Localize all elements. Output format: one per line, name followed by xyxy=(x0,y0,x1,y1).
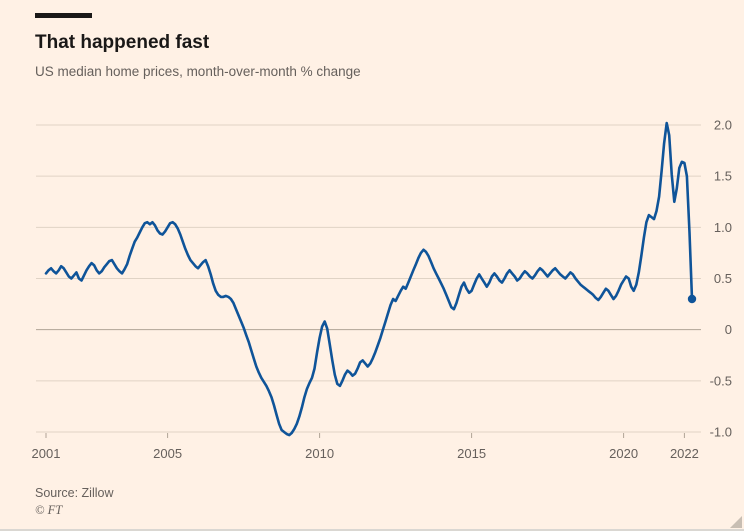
chart-title: That happened fast xyxy=(35,32,210,53)
svg-text:0: 0 xyxy=(725,322,732,337)
svg-text:2020: 2020 xyxy=(609,446,638,461)
ft-credit: © FT xyxy=(35,503,63,517)
x-axis-ticks xyxy=(45,433,685,438)
svg-text:2005: 2005 xyxy=(153,446,182,461)
y-axis-labels: 2.0 1.5 1.0 0.5 0 -0.5 -1.0 xyxy=(710,118,732,440)
title-rule xyxy=(35,13,92,18)
x-axis-labels: 2001 2005 2010 2015 2020 2022 xyxy=(32,446,699,461)
source-label: Source: Zillow xyxy=(35,486,114,500)
svg-text:2015: 2015 xyxy=(457,446,486,461)
svg-text:0.5: 0.5 xyxy=(714,271,732,286)
svg-text:2010: 2010 xyxy=(305,446,334,461)
svg-text:2022: 2022 xyxy=(670,446,699,461)
price-line xyxy=(44,121,694,437)
window-edge xyxy=(0,529,744,531)
y-gridlines xyxy=(36,124,701,433)
svg-text:1.5: 1.5 xyxy=(714,169,732,184)
svg-text:2001: 2001 xyxy=(32,446,61,461)
svg-text:1.0: 1.0 xyxy=(714,220,732,235)
resize-handle-icon[interactable] xyxy=(730,516,742,528)
chart-subtitle: US median home prices, month-over-month … xyxy=(35,64,361,79)
svg-text:-1.0: -1.0 xyxy=(710,425,732,440)
svg-text:2.0: 2.0 xyxy=(714,118,732,133)
svg-text:-0.5: -0.5 xyxy=(710,373,732,388)
series-end-dot xyxy=(687,294,697,304)
